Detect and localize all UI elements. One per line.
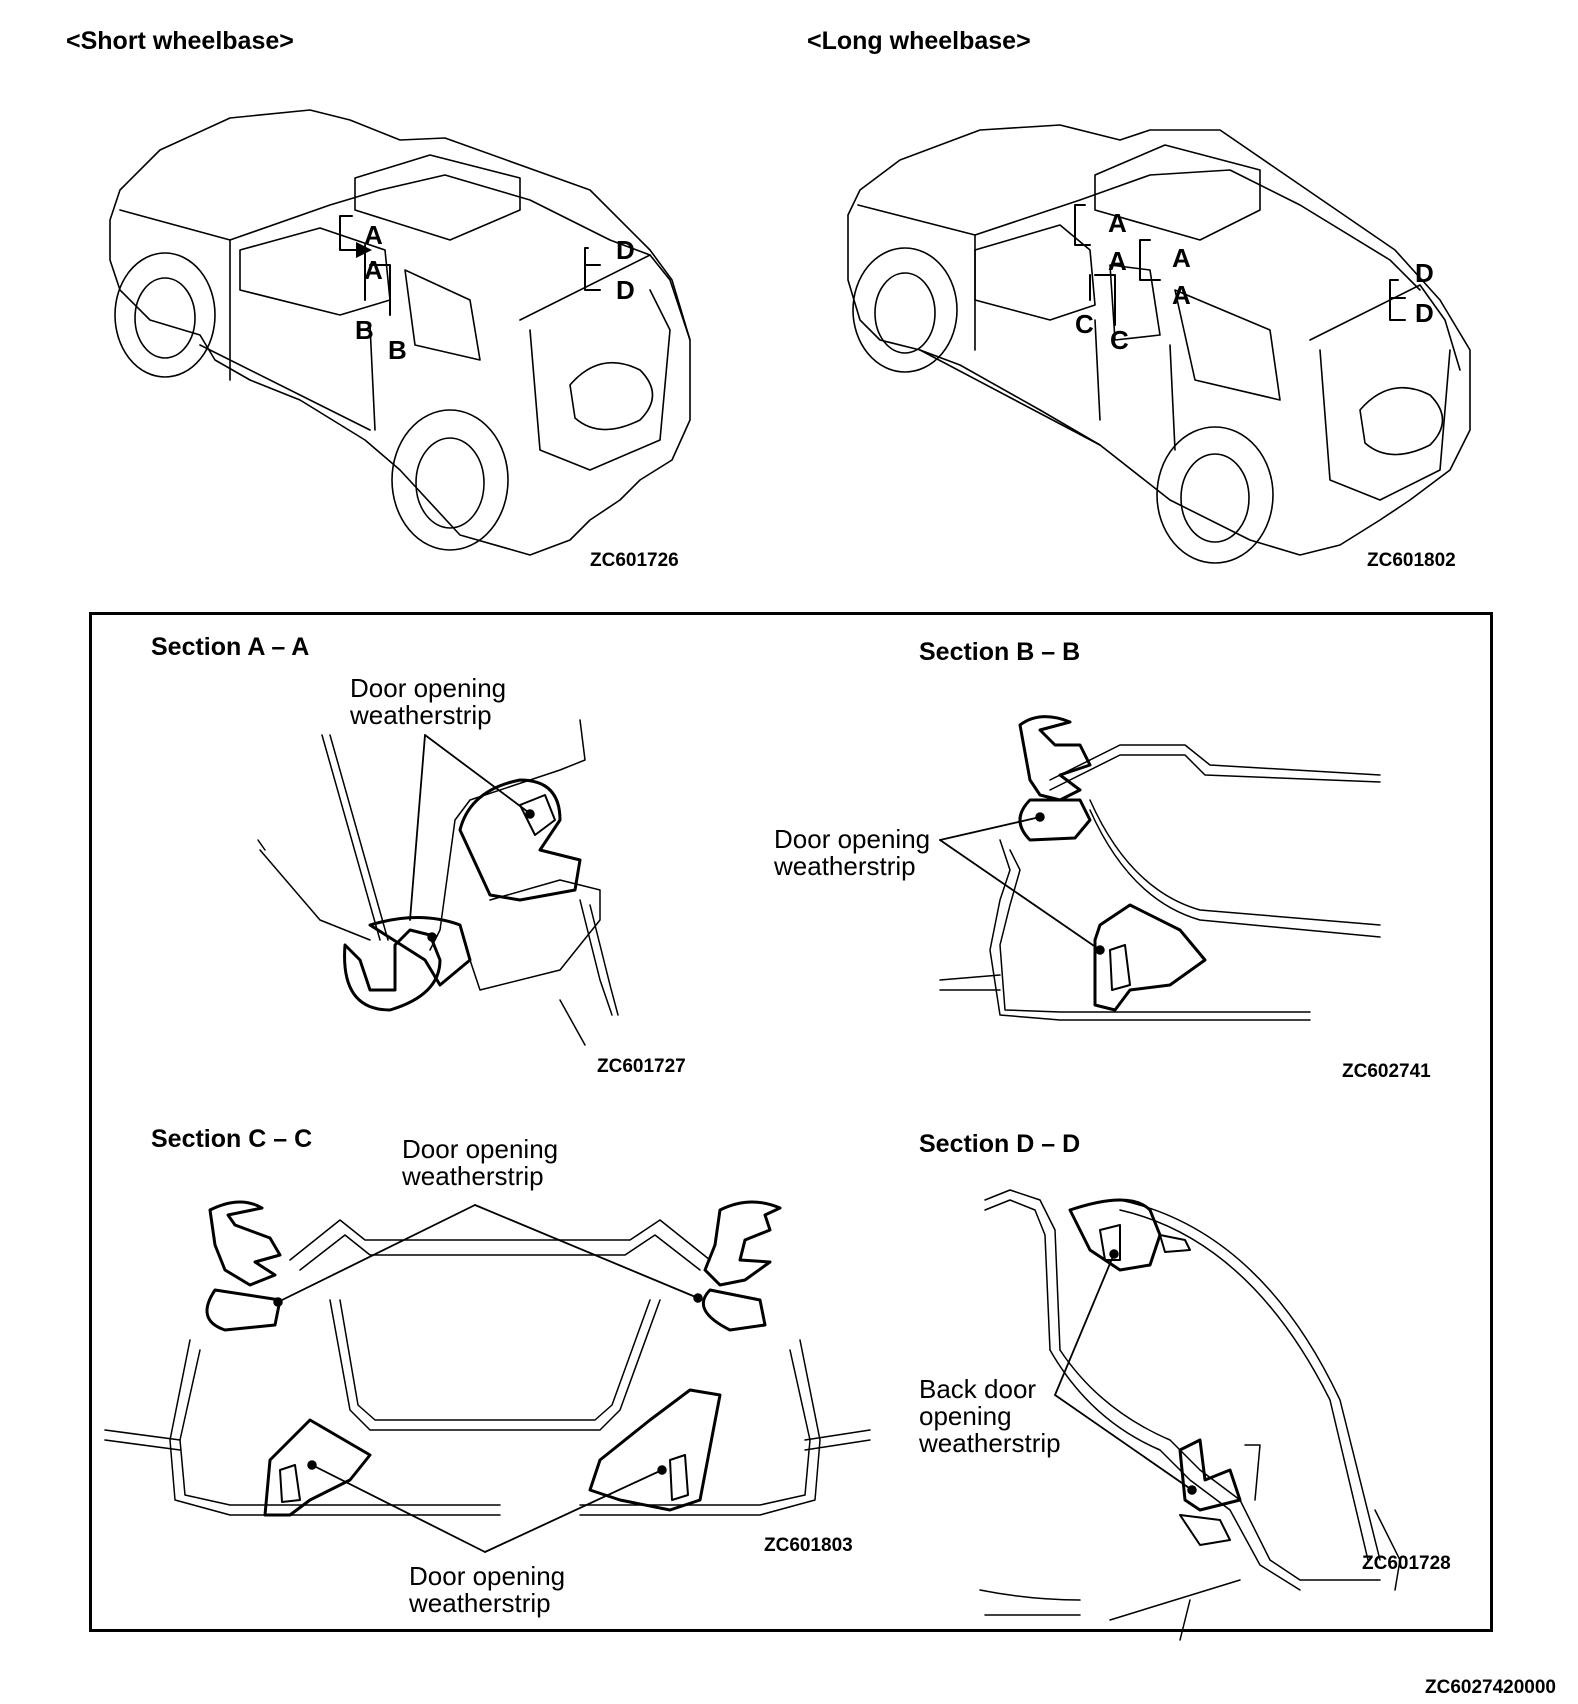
- short-image-code: ZC601726: [590, 550, 679, 571]
- long-section-marker-lines: [1074, 204, 1406, 326]
- short-wheelbase-title: <Short wheelbase>: [66, 27, 294, 55]
- long-wheelbase-vehicle-drawing: [847, 124, 1471, 564]
- section-bb-label: Door opening weatherstrip: [774, 824, 931, 881]
- vehicle-illustrations: [109, 109, 1471, 564]
- section-dd-title: Section D – D: [919, 1130, 1081, 1158]
- short-marker-b2: B: [388, 335, 407, 365]
- long-wheelbase-title: <Long wheelbase>: [807, 27, 1031, 55]
- long-marker-d2: D: [1415, 298, 1434, 328]
- section-cc-label-top: Door opening weatherstrip: [402, 1134, 559, 1191]
- short-section-marker-lines: [339, 215, 601, 316]
- section-dd-image-code: ZC601728: [1362, 1553, 1451, 1574]
- long-marker-a4: A: [1172, 280, 1191, 310]
- section-bb-image-code: ZC602741: [1342, 1061, 1431, 1082]
- long-marker-a2: A: [1108, 246, 1127, 276]
- short-marker-b1: B: [355, 315, 374, 345]
- section-bb-drawing: [939, 715, 1381, 1021]
- long-marker-c2: C: [1110, 325, 1129, 355]
- short-marker-a2: A: [364, 255, 383, 285]
- section-cc-drawing: [104, 1200, 871, 1553]
- long-marker-a3: A: [1172, 243, 1191, 273]
- long-image-code: ZC601802: [1367, 550, 1456, 571]
- footer-image-code: ZC6027420000: [1425, 1677, 1556, 1698]
- section-bb-title: Section B – B: [919, 638, 1081, 666]
- section-cc-title: Section C – C: [151, 1125, 313, 1153]
- short-marker-d2: D: [616, 275, 635, 305]
- section-aa-image-code: ZC601727: [597, 1056, 686, 1077]
- short-marker-d1: D: [616, 235, 635, 265]
- sections-frame: [89, 612, 1493, 1632]
- long-marker-c1: C: [1075, 309, 1094, 339]
- long-marker-a1: A: [1108, 208, 1127, 238]
- section-cc-image-code: ZC601803: [764, 1535, 853, 1556]
- short-wheelbase-vehicle-drawing: [109, 109, 691, 556]
- section-aa-label: Door opening weatherstrip: [350, 673, 507, 730]
- short-marker-a1: A: [364, 220, 383, 250]
- section-aa-drawing: [257, 719, 619, 1046]
- section-cc-label-bottom: Door opening weatherstrip: [409, 1561, 566, 1618]
- long-marker-d1: D: [1415, 258, 1434, 288]
- section-aa-title: Section A – A: [151, 633, 310, 661]
- section-dd-drawing: [979, 1189, 1401, 1641]
- section-dd-label: Back door opening weatherstrip: [919, 1374, 1061, 1458]
